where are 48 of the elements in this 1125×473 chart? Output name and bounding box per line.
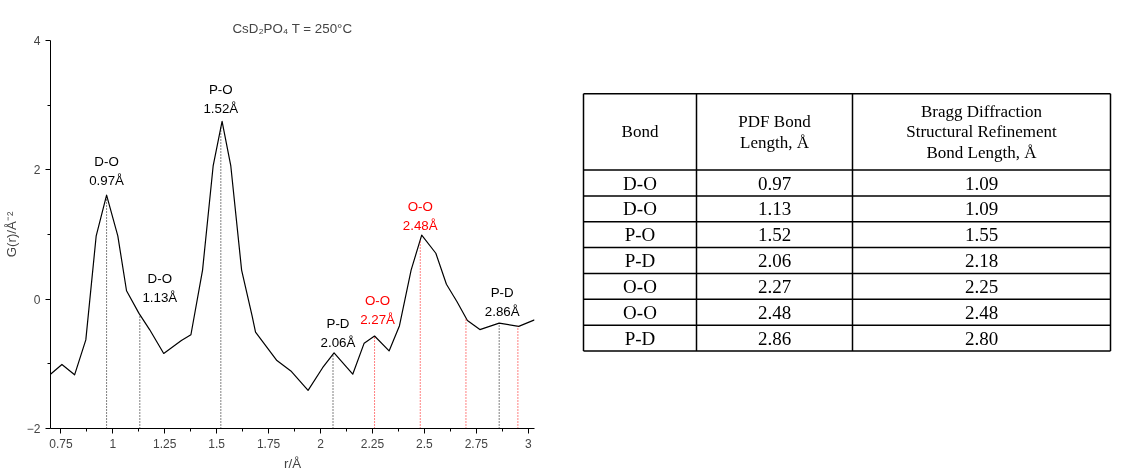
x-tick-label: 0.75 [49,436,73,451]
text: 2.86 [757,327,792,349]
text: 1.09 [964,172,999,194]
x-tick-label: 1.25 [153,436,177,451]
text: 1.55 [964,224,999,246]
category-label: Bragg Diffraction Structural Refinement Bond Length, Å [906,101,1058,163]
y-tick-label: 0 [33,292,41,307]
ref-line-label: O-O 2.48Å [402,199,438,233]
text: D-O [623,198,657,220]
x-tick-label: 2.5 [416,436,434,451]
x-tick-label: 2.25 [360,436,385,451]
text: 0.97 [757,172,792,194]
text: 2.48 [964,301,999,323]
category-label: Bond [621,122,659,142]
text: 2.48 [757,301,792,323]
ref-line-label: P-D 2.06Å [320,316,356,351]
category-label: PDF Bond Length, Å [738,112,812,152]
text: O-O [623,275,657,297]
text: 2.06 [757,250,792,272]
text: 2.80 [964,327,999,349]
text: P-D [624,250,656,272]
x-tick-label: 2.75 [464,436,489,451]
x-tick-label: 1.5 [208,436,226,451]
text: 2.25 [964,275,999,297]
ref-line-label: P-D 2.86Å [484,285,520,320]
text: 2.27 [757,275,792,297]
ref-line-label: D-O 1.13Å [142,270,178,305]
text: 1.13 [757,198,792,220]
ref-line-label: O-O 2.27Å [360,293,396,328]
x-tick-label: 3 [524,436,532,451]
ref-line-label: D-O 0.97Å [89,154,125,189]
y-tick-label: 2 [33,163,41,178]
x-tick-label: 1 [109,436,117,451]
text: D-O [623,172,657,194]
text: P-D [624,327,656,349]
ref-line-label: P-O 1.52Å [203,81,239,116]
text: O-O [623,301,657,323]
text: 1.52 [757,224,792,246]
x-axis-title: r/Å [283,455,302,471]
y-tick-label: −2 [26,422,41,436]
x-tick-label: 1.75 [256,436,281,451]
chart-title: CsD₂PO₄ T = 250°C [232,20,353,36]
text: 1.09 [964,198,999,220]
text: 2.18 [964,250,999,272]
x-tick-label: 2 [317,436,325,451]
y-axis-title: G(r)/Å⁻² [3,211,19,258]
y-tick-label: 4 [33,34,41,48]
text: P-O [624,224,656,246]
